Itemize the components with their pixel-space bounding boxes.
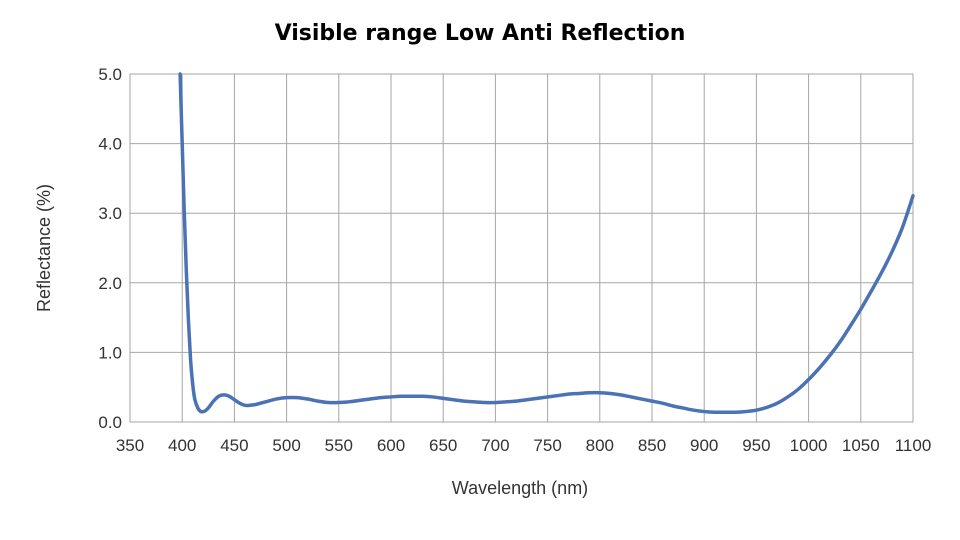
y-tick-label: 0.0 — [98, 413, 122, 432]
y-tick-label: 2.0 — [98, 274, 122, 293]
x-tick-label: 650 — [429, 436, 457, 455]
y-tick-label: 4.0 — [98, 135, 122, 154]
y-axis-label: Reflectance (%) — [34, 184, 54, 312]
x-tick-label: 900 — [690, 436, 718, 455]
y-tick-label: 3.0 — [98, 204, 122, 223]
x-tick-label: 950 — [742, 436, 770, 455]
grid — [129, 73, 914, 423]
x-tick-label: 350 — [116, 436, 144, 455]
x-tick-label: 850 — [638, 436, 666, 455]
x-tick-label: 450 — [220, 436, 248, 455]
x-tick-label: 600 — [377, 436, 405, 455]
x-tick-label: 1000 — [790, 436, 828, 455]
x-tick-label: 800 — [586, 436, 614, 455]
x-tick-label: 400 — [168, 436, 196, 455]
reflectance-series-line — [178, 72, 915, 415]
x-tick-label: 500 — [272, 436, 300, 455]
plot-area-border — [129, 73, 914, 423]
x-tick-label: 550 — [325, 436, 353, 455]
x-tick-label: 750 — [533, 436, 561, 455]
x-tick-label: 1050 — [842, 436, 880, 455]
x-tick-label: 700 — [481, 436, 509, 455]
y-tick-label: 5.0 — [98, 65, 122, 84]
x-tick-label: 1100 — [895, 436, 932, 455]
chart-title: Visible range Low Anti Reflection — [275, 21, 686, 46]
series-layer — [178, 72, 915, 415]
x-axis-tick-labels: 350 400 450 500 550 600 650 700 750 800 850 900 950 1… — [116, 436, 931, 455]
y-axis-tick-labels: 0.0 1.0 2.0 3.0 4.0 5.0 — [98, 65, 122, 432]
y-tick-label: 1.0 — [98, 343, 122, 362]
x-axis-label: Wavelength (nm) — [452, 478, 588, 498]
